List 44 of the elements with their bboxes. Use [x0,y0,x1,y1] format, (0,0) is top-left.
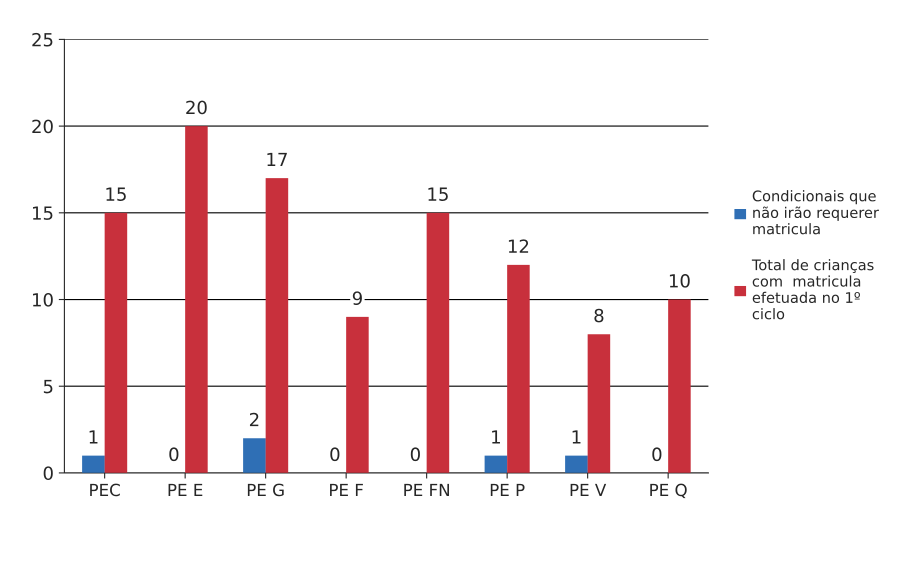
y-tick-label: 5 [44,380,52,394]
data-label: 10 [670,274,690,288]
x-tick-label: PE FN [404,484,449,496]
data-label: 1 [90,430,98,444]
data-label: 8 [594,308,604,322]
data-label: 0 [410,447,420,462]
bar [668,300,691,473]
data-label: 0 [330,447,340,462]
bar [507,264,530,473]
y-tick-label: 25 [32,32,52,47]
bar [104,212,128,473]
y-tick-label: 20 [32,120,53,134]
legend-label: Total de crianças com matricula efetuada no 1º ciclo [752,259,874,320]
data-label: 0 [652,447,662,462]
bar [82,456,105,473]
data-label: 15 [428,188,448,201]
data-label: 20 [186,100,207,114]
bar [346,316,369,473]
data-label: 12 [508,239,528,253]
bar [243,438,266,473]
y-tick-label: 15 [32,206,52,220]
x-tick-label: PE E [168,484,202,496]
bar [588,334,610,473]
x-tick-label: PEC [90,484,120,496]
data-label: 0 [169,447,178,462]
x-tick-label: PE P [490,484,525,496]
bar [426,212,450,473]
x-tick-label: PE F [330,484,363,496]
bar [266,178,288,473]
x-tick-label: PE Q [650,484,687,498]
bar [185,126,208,473]
data-label: 17 [267,152,287,166]
bar [484,456,508,473]
y-tick-label: 10 [32,292,53,307]
data-label: 9 [352,291,362,306]
data-label: 1 [572,430,580,444]
data-label: 15 [106,188,126,201]
y-tick-label: 0 [44,466,53,480]
data-label: 1 [492,430,500,444]
x-tick-label: PE G [248,484,284,496]
x-tick-label: PE V [570,484,606,496]
data-label: 2 [250,412,258,426]
bar [565,456,588,473]
legend-label: Condicionais que não irão requerer matricula [752,190,879,234]
